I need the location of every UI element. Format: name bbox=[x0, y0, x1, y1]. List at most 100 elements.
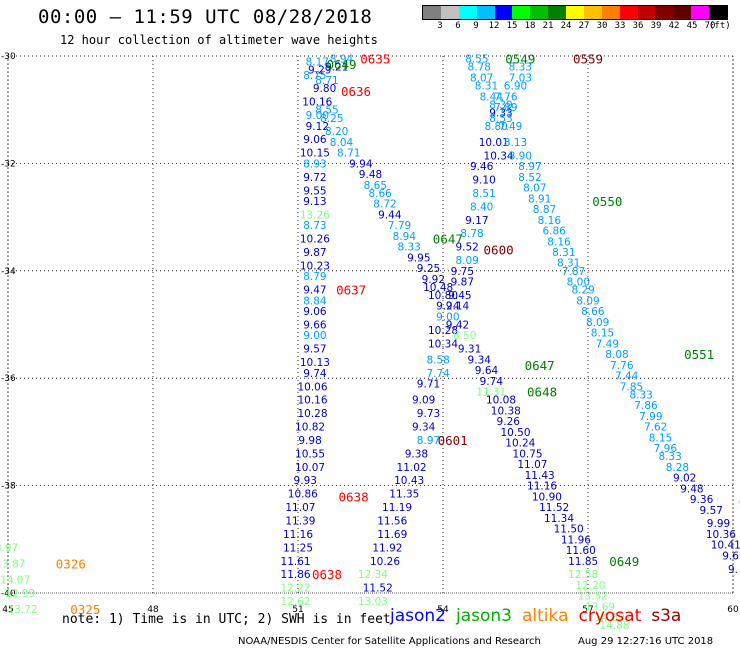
color-swatch bbox=[601, 6, 620, 19]
wave-height-label: 9.99 bbox=[707, 518, 730, 530]
wave-height-label: 7.85 bbox=[620, 381, 643, 393]
pass-time-label: 0600 bbox=[484, 242, 514, 257]
wave-height-label: 9.38 bbox=[405, 448, 428, 460]
color-scale-label: 18 bbox=[524, 21, 536, 31]
color-swatch bbox=[566, 6, 584, 19]
wave-height-label: 8.66 bbox=[368, 188, 392, 200]
wave-height-label: 8.78 bbox=[468, 62, 491, 74]
satellite-legend: jason2 jason3 altika cryosat s3a bbox=[390, 606, 691, 626]
wave-height-label: 8.04 bbox=[330, 137, 354, 149]
wave-height-label: 13.87 bbox=[0, 558, 25, 570]
color-scale-label: 39 bbox=[650, 21, 662, 31]
color-scale-label: 12 bbox=[488, 21, 500, 31]
wave-height-label: 9.55 bbox=[303, 185, 326, 197]
wave-height-label: 8.08 bbox=[605, 349, 628, 361]
footer-credit: NOAA/NESDIS Center for Satellite Applica… bbox=[238, 636, 541, 647]
color-swatch bbox=[619, 6, 638, 19]
wave-height-label: 8.50 bbox=[453, 330, 476, 342]
wave-height-label: 8.79 bbox=[303, 271, 326, 283]
wave-height-label: 8.80 bbox=[484, 121, 507, 133]
pass-time-label: 0647 bbox=[433, 232, 463, 247]
wave-height-label: 9.17 bbox=[465, 215, 488, 227]
wave-height-label: 10.07 bbox=[295, 462, 325, 474]
wave-height-label: 12.58 bbox=[568, 569, 598, 581]
wave-height-label: 8.07 bbox=[470, 72, 493, 84]
wave-height-label: 9.34 bbox=[412, 422, 436, 434]
wave-height-label: 12.20 bbox=[575, 580, 605, 592]
wave-height-label: 9.48 bbox=[359, 169, 382, 181]
wave-height-label: 9.34 bbox=[468, 354, 492, 366]
wave-height-label: 11.52 bbox=[539, 502, 569, 514]
wave-height-label: 10.43 bbox=[394, 475, 424, 487]
color-swatch bbox=[494, 6, 513, 19]
wave-height-label: 11.96 bbox=[561, 534, 591, 546]
wave-height-label: 8.73 bbox=[303, 220, 326, 232]
wave-height-label: 7.99 bbox=[639, 411, 662, 423]
legend-item-jason3: jason3 bbox=[456, 606, 512, 626]
wave-height-label: 9.98 bbox=[298, 435, 321, 447]
wave-height-label: 8.97 bbox=[518, 161, 541, 173]
pass-time-label: 0638 bbox=[339, 489, 369, 504]
pass-time-label: 0601 bbox=[438, 433, 468, 448]
wave-height-label: 12.99 bbox=[5, 588, 35, 600]
wave-height-label: 12.22 bbox=[281, 583, 311, 595]
wave-height-label: 10.28 bbox=[428, 325, 458, 337]
color-scale-label: 30 bbox=[596, 21, 608, 31]
wave-height-label: 11.16 bbox=[283, 529, 313, 541]
wave-height-label: 8.71 bbox=[315, 75, 338, 87]
color-swatch bbox=[512, 6, 531, 19]
wave-height-label: 7.86 bbox=[634, 400, 658, 412]
wave-height-label: 9.26 bbox=[497, 416, 521, 428]
wave-height-label: 6.86 bbox=[542, 226, 566, 238]
x-tick-label: 45 bbox=[2, 605, 13, 615]
wave-height-label: 11.16 bbox=[527, 481, 557, 493]
wave-height-label: 8.25 bbox=[320, 113, 343, 125]
wave-height-label: 10.36 bbox=[706, 529, 736, 541]
pass-time-label: 0648 bbox=[527, 385, 557, 400]
wave-height-label: 11.31 bbox=[476, 387, 506, 399]
wave-height-label: 9.25 bbox=[417, 263, 440, 275]
wave-height-label: 8.07 bbox=[523, 183, 546, 195]
color-swatch bbox=[548, 6, 566, 19]
wave-height-label: 9.74 bbox=[303, 368, 327, 380]
color-scale-labels: 3 6 9 12 15 18 21 24 27 30 33 36 39 42 45 70 bbox=[422, 21, 728, 33]
wave-height-label: 10.34 bbox=[428, 338, 458, 350]
color-swatch bbox=[691, 6, 709, 19]
wave-height-label: 8.91 bbox=[528, 193, 551, 205]
wave-height-label: 8.71 bbox=[337, 148, 360, 160]
wave-height-label: 8.55 bbox=[465, 54, 488, 66]
wave-height-label: 9.73 bbox=[417, 408, 440, 420]
plot-frame bbox=[7, 55, 734, 594]
wave-height-label: 9.06 bbox=[303, 134, 327, 146]
color-scale-label: 33 bbox=[614, 21, 626, 31]
wave-height-label: 10.38 bbox=[491, 405, 521, 417]
pass-time-label: 0326 bbox=[56, 556, 86, 571]
pass-time-label: 0 bbox=[739, 495, 740, 510]
wave-height-label: 11.86 bbox=[281, 569, 311, 581]
chart-title: 00:00 – 11:59 UTC 08/28/2018 bbox=[38, 6, 373, 28]
pass-time-label: 0638 bbox=[312, 567, 342, 582]
legend-item-jason2: jason2 bbox=[390, 606, 446, 626]
wave-height-label: 9.94 bbox=[349, 158, 373, 170]
wave-height-label: 9.74 bbox=[480, 376, 504, 388]
wave-height-label: 8.51 bbox=[472, 188, 495, 200]
wave-height-label: 8.15 bbox=[649, 432, 672, 444]
color-scale-bar bbox=[422, 5, 728, 20]
wave-height-label: 7.76 bbox=[610, 360, 634, 372]
wave-height-label: 9.33 bbox=[489, 107, 512, 119]
wave-height-label: 9.71 bbox=[417, 379, 440, 391]
wave-height-label: 8.13 bbox=[504, 137, 527, 149]
wave-height-label: 13.97 bbox=[0, 542, 18, 554]
wave-height-label: 7.49 bbox=[499, 121, 522, 133]
wave-height-label: 8.09 bbox=[455, 255, 478, 267]
wave-height-label: 9.45 bbox=[448, 290, 471, 302]
wave-height-label: 9.72 bbox=[303, 172, 326, 184]
color-swatch bbox=[440, 6, 459, 19]
wave-height-label: 7.44 bbox=[615, 371, 639, 383]
wave-height-label: 7.89 bbox=[494, 102, 517, 114]
wave-height-label: 8.09 bbox=[586, 317, 609, 329]
wave-height-label: 13.26 bbox=[300, 209, 330, 221]
wave-height-label: 8.94 bbox=[393, 231, 417, 243]
wave-height-label: 10.08 bbox=[486, 395, 516, 407]
wave-height-label: 11.61 bbox=[281, 556, 311, 568]
